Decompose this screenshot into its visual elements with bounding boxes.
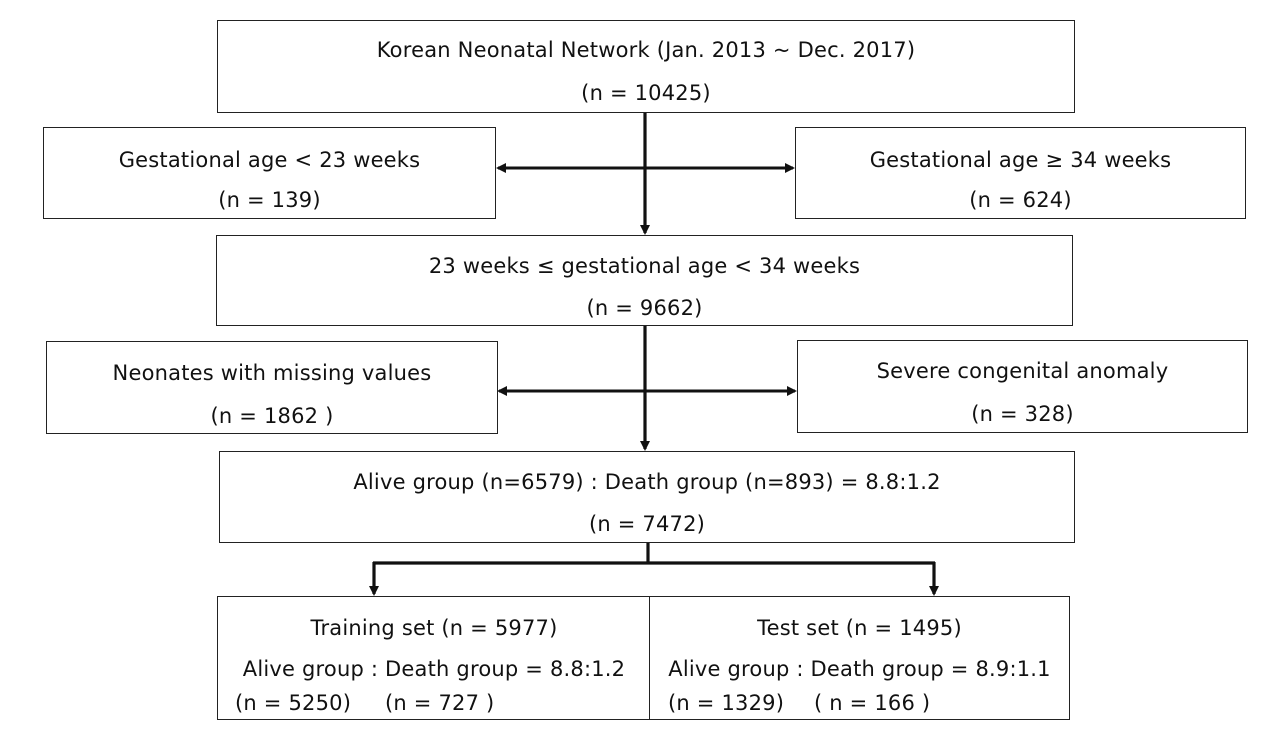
test-death-count: ( n = 166 ) xyxy=(814,691,931,715)
exclude-anomaly-count: (n = 328) xyxy=(971,402,1074,426)
source-box: Korean Neonatal Network (Jan. 2013 ~ Dec… xyxy=(217,20,1075,113)
training-set-title: Training set (n = 5977) xyxy=(310,616,558,640)
exclude-young-count: (n = 139) xyxy=(218,188,321,212)
eligible-box: 23 weeks ≤ gestational age < 34 weeks (n… xyxy=(216,235,1073,326)
source-count: (n = 10425) xyxy=(581,81,711,105)
exclude-missing-title: Neonates with missing values xyxy=(112,361,432,385)
exclude-old-title: Gestational age ≥ 34 weeks xyxy=(869,148,1172,172)
exclude-missing-count: (n = 1862 ) xyxy=(210,404,334,428)
test-alive-count: (n = 1329) xyxy=(668,691,785,715)
test-set-title: Test set (n = 1495) xyxy=(757,616,962,640)
exclude-old-count: (n = 624) xyxy=(969,188,1072,212)
final-cohort-box: Alive group (n=6579) : Death group (n=89… xyxy=(219,451,1075,543)
eligible-count: (n = 9662) xyxy=(586,296,703,320)
training-death-count: (n = 727 ) xyxy=(385,691,495,715)
exclude-old-box: Gestational age ≥ 34 weeks (n = 624) xyxy=(795,127,1246,219)
training-set-ratio: Alive group : Death group = 8.8:1.2 xyxy=(242,657,626,681)
test-set-ratio: Alive group : Death group = 8.9:1.1 xyxy=(668,657,1051,681)
training-alive-count: (n = 5250) xyxy=(235,691,352,715)
exclude-missing-box: Neonates with missing values (n = 1862 ) xyxy=(46,341,498,434)
final-cohort-count: (n = 7472) xyxy=(588,512,706,536)
source-title: Korean Neonatal Network (Jan. 2013 ~ Dec… xyxy=(376,38,916,62)
test-set-box: Test set (n = 1495) Alive group : Death … xyxy=(649,596,1070,720)
eligible-title: 23 weeks ≤ gestational age < 34 weeks xyxy=(428,254,861,278)
exclude-anomaly-box: Severe congenital anomaly (n = 328) xyxy=(797,340,1248,433)
final-cohort-title: Alive group (n=6579) : Death group (n=89… xyxy=(353,470,941,494)
exclude-young-title: Gestational age < 23 weeks xyxy=(118,148,421,172)
training-set-box: Training set (n = 5977) Alive group : De… xyxy=(217,596,651,720)
exclude-anomaly-title: Severe congenital anomaly xyxy=(876,359,1169,383)
exclude-young-box: Gestational age < 23 weeks (n = 139) xyxy=(43,127,496,219)
